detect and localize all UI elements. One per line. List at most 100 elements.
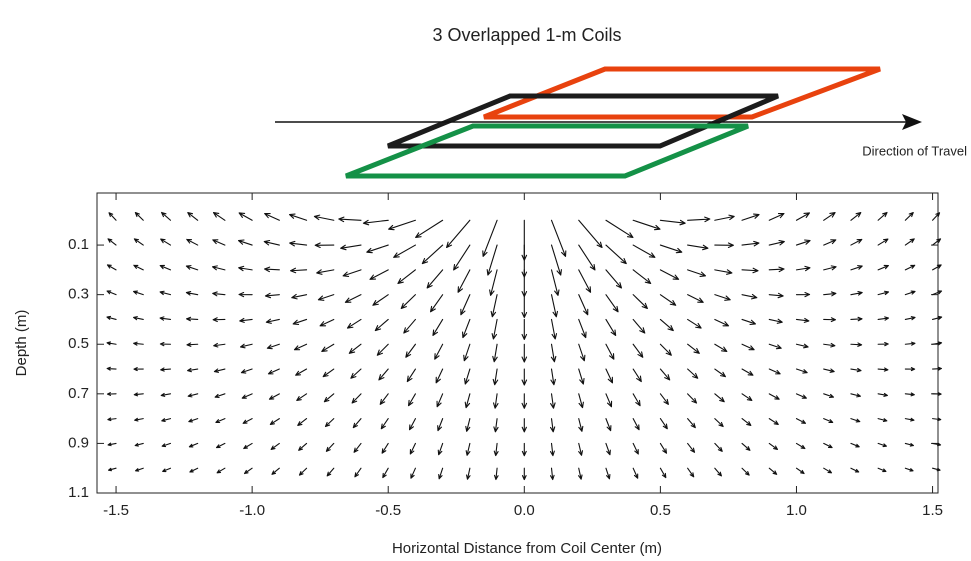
field-arrow xyxy=(314,242,335,249)
field-arrow xyxy=(823,418,834,424)
field-arrow xyxy=(380,418,389,430)
field-arrow xyxy=(187,393,199,398)
field-arrow xyxy=(632,393,641,407)
field-arrow xyxy=(243,442,253,450)
x-tick-label: 0.5 xyxy=(650,502,671,519)
field-arrow xyxy=(605,343,615,360)
field-arrow xyxy=(393,244,416,258)
field-arrow xyxy=(133,392,144,397)
field-arrow xyxy=(408,418,416,431)
field-arrow xyxy=(466,467,471,480)
field-arrow xyxy=(823,442,833,449)
field-arrow xyxy=(578,318,587,339)
field-arrow xyxy=(108,212,117,221)
field-arrow xyxy=(741,267,759,274)
field-arrow xyxy=(768,239,785,246)
field-arrow xyxy=(687,294,704,303)
field-arrow xyxy=(160,238,172,246)
field-arrow xyxy=(932,238,942,246)
field-arrow xyxy=(415,219,444,239)
field-arrow xyxy=(437,418,444,432)
field-arrow xyxy=(133,238,144,246)
field-arrow xyxy=(714,418,724,428)
field-arrow xyxy=(293,343,308,351)
field-arrow xyxy=(741,240,760,247)
field-arrow xyxy=(714,368,726,378)
field-arrow xyxy=(352,418,362,429)
field-arrow xyxy=(877,341,889,347)
field-arrow xyxy=(823,212,836,221)
field-arrow xyxy=(605,418,612,432)
field-arrow xyxy=(493,393,499,409)
x-tick-label: -1.0 xyxy=(239,502,265,519)
field-arrow xyxy=(493,442,499,457)
field-arrow xyxy=(351,393,362,404)
field-arrow xyxy=(134,442,144,447)
field-arrow xyxy=(521,418,527,433)
field-arrow xyxy=(321,343,335,352)
field-arrow xyxy=(687,467,695,478)
field-arrow xyxy=(850,290,863,296)
y-tick-label: 0.9 xyxy=(68,434,89,451)
field-arrow xyxy=(186,238,199,246)
field-arrow xyxy=(106,366,117,371)
field-arrow xyxy=(932,315,943,320)
y-axis-title: Depth (m) xyxy=(13,310,30,377)
field-arrow xyxy=(768,418,779,425)
field-arrow xyxy=(213,368,226,373)
field-arrow xyxy=(426,269,444,289)
x-axis-title: Horizontal Distance from Coil Center (m) xyxy=(392,540,662,557)
field-arrow xyxy=(460,294,471,316)
field-arrow xyxy=(491,318,498,340)
field-arrow xyxy=(795,317,810,323)
field-arrow xyxy=(186,316,199,322)
field-arrow xyxy=(932,264,942,271)
field-arrow xyxy=(632,294,648,309)
field-arrow xyxy=(904,341,916,346)
field-arrow xyxy=(490,294,498,318)
field-arrow xyxy=(714,393,725,403)
field-arrow xyxy=(381,442,389,454)
field-arrow xyxy=(877,264,889,271)
field-arrow xyxy=(904,442,914,447)
field-arrow xyxy=(823,342,836,348)
field-arrow xyxy=(239,317,253,323)
field-arrow xyxy=(578,467,583,480)
field-arrow xyxy=(932,366,943,371)
field-arrow xyxy=(133,264,144,271)
field-arrow xyxy=(134,417,144,422)
field-arrow xyxy=(342,269,362,277)
field-arrow xyxy=(270,442,280,450)
field-arrow xyxy=(369,269,389,280)
field-arrow xyxy=(362,219,389,226)
field-arrow xyxy=(741,343,755,351)
field-arrow xyxy=(211,265,226,271)
field-arrow xyxy=(687,368,699,379)
field-arrow xyxy=(550,418,556,433)
field-arrow xyxy=(214,393,226,399)
field-arrow xyxy=(932,212,941,221)
field-arrow xyxy=(161,211,172,221)
field-arrow xyxy=(578,393,584,409)
plot-frame xyxy=(96,192,939,494)
field-arrow xyxy=(659,368,671,381)
field-arrow xyxy=(932,442,942,447)
field-arrow xyxy=(795,291,811,298)
field-arrow xyxy=(492,343,498,363)
field-arrow xyxy=(379,393,389,405)
y-tick-label: 0.1 xyxy=(68,236,89,253)
field-arrow xyxy=(850,442,860,448)
field-arrow xyxy=(493,467,499,481)
y-tick-label: 1.1 xyxy=(68,484,89,501)
field-arrow xyxy=(550,343,557,363)
field-arrow xyxy=(319,318,335,327)
field-arrow xyxy=(850,467,860,473)
travel-label: Direction of Travel xyxy=(862,143,967,158)
field-arrow xyxy=(298,442,308,451)
field-arrow xyxy=(216,467,226,474)
field-arrow xyxy=(550,219,567,257)
field-arrow xyxy=(436,393,444,408)
field-arrow xyxy=(741,293,758,300)
field-arrow xyxy=(409,442,416,455)
field-arrow xyxy=(904,367,916,372)
